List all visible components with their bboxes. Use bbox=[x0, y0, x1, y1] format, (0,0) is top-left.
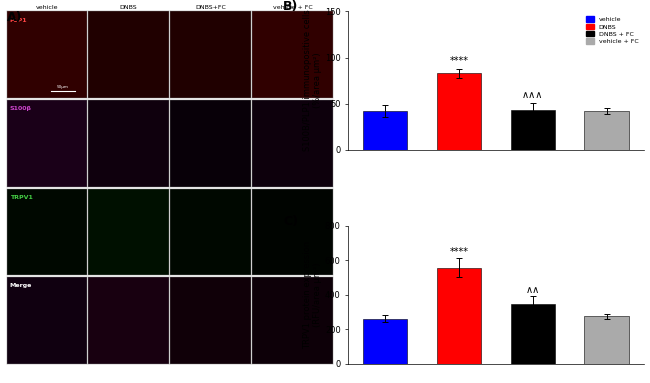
Bar bbox=[511, 110, 555, 150]
Bar bbox=[511, 304, 555, 364]
Text: 50μm: 50μm bbox=[57, 85, 69, 89]
Text: ****: **** bbox=[450, 56, 469, 66]
Legend: vehicle, DNBS, DNBS + FC, vehicle + FC: vehicle, DNBS, DNBS + FC, vehicle + FC bbox=[584, 15, 640, 46]
Text: B): B) bbox=[283, 0, 299, 13]
Title: vehicle + FC: vehicle + FC bbox=[273, 5, 313, 10]
Text: PLP1: PLP1 bbox=[10, 18, 27, 23]
Bar bbox=[437, 73, 481, 150]
Bar bbox=[363, 319, 408, 364]
Bar bbox=[363, 111, 408, 150]
Text: C): C) bbox=[283, 214, 298, 228]
Bar bbox=[437, 268, 481, 364]
Y-axis label: TRPV1 protein expression
(RFU/area μm²): TRPV1 protein expression (RFU/area μm²) bbox=[303, 241, 322, 349]
Text: A): A) bbox=[6, 11, 22, 25]
Title: DNBS: DNBS bbox=[120, 5, 137, 10]
Text: TRPV1: TRPV1 bbox=[10, 195, 32, 200]
Text: S100β: S100β bbox=[10, 106, 32, 111]
Text: Merge: Merge bbox=[10, 283, 32, 288]
Bar bbox=[584, 111, 629, 150]
Text: ∧∧: ∧∧ bbox=[526, 285, 540, 295]
Text: ∧∧∧: ∧∧∧ bbox=[522, 90, 543, 100]
Title: DNBS+FC: DNBS+FC bbox=[195, 5, 226, 10]
Title: vehicle: vehicle bbox=[36, 5, 58, 10]
Y-axis label: S100B/PLP1 immunopositive cells
(%/area μm²): S100B/PLP1 immunopositive cells (%/area … bbox=[303, 10, 322, 151]
Text: ****: **** bbox=[450, 247, 469, 257]
Bar bbox=[584, 316, 629, 364]
